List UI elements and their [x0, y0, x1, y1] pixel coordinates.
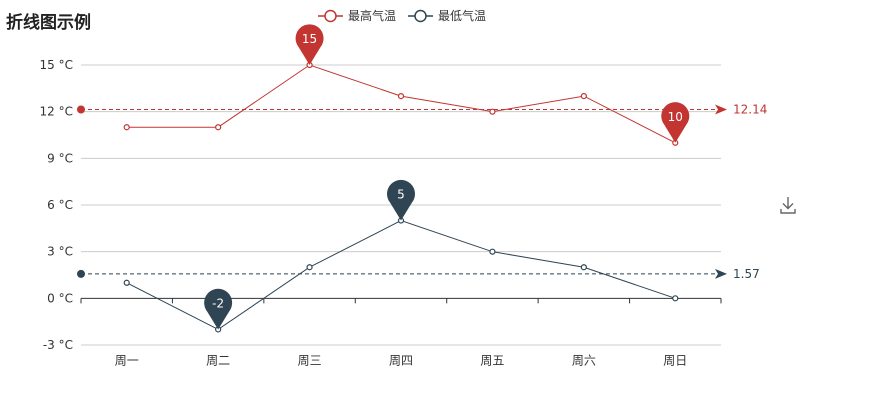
legend-marker: [324, 9, 337, 23]
data-point: [123, 124, 130, 131]
mark-points: 15 10 5 -2: [204, 24, 690, 330]
average-line-arrow: [715, 268, 727, 279]
data-point: [489, 108, 496, 115]
average-line-arrow: [715, 104, 727, 115]
x-tick-label: 周三: [298, 353, 322, 367]
legend-marker: [414, 9, 427, 23]
mark-point-pin: [387, 179, 416, 221]
x-tick-label: 周二: [206, 353, 230, 367]
mark-point-label: -2: [212, 296, 224, 310]
series-line: [126, 64, 676, 144]
data-point: [215, 124, 222, 131]
legend-label: 最低气温: [438, 8, 486, 23]
download-icon[interactable]: [778, 195, 798, 215]
x-tick-label: 周五: [480, 353, 504, 367]
data-point: [397, 93, 405, 100]
mark-point-pin: [204, 288, 233, 330]
mark-point-pin: [295, 24, 324, 65]
x-tick-label: 周四: [389, 353, 413, 367]
x-tick-label: 周六: [572, 353, 596, 367]
x-tick-label: 周日: [663, 353, 687, 367]
legend[interactable]: 最高气温 最低气温: [318, 8, 486, 23]
mark-point-label: 15: [302, 32, 317, 46]
average-lines: 12.14 1.57: [77, 102, 767, 281]
average-line-label: 12.14: [733, 102, 767, 116]
y-tick-label: 9 °C: [47, 151, 73, 165]
data-point: [580, 264, 587, 271]
legend-label: 最高气温: [348, 8, 396, 23]
axes: -3 °C 0 °C 3 °C 6 °C 9 °C 12 °C 15 °C 周一 周二 周三 周四 周…: [40, 58, 722, 367]
data-point: [672, 295, 679, 302]
average-line-label: 1.57: [733, 267, 760, 281]
y-tick-label: 6 °C: [47, 198, 73, 212]
average-line-start: [77, 105, 85, 114]
mark-point-label: 10: [668, 110, 683, 124]
average-line-start: [77, 269, 85, 278]
data-point: [306, 264, 313, 271]
data-point: [489, 248, 496, 255]
y-tick-label: 15 °C: [40, 58, 73, 72]
y-tick-label: 0 °C: [47, 291, 73, 305]
data-point: [580, 93, 587, 100]
mark-point-pin: [661, 102, 690, 143]
mark-point-label: 5: [397, 188, 405, 202]
y-tick-label: -3 °C: [43, 338, 73, 352]
y-tick-label: 12 °C: [40, 105, 73, 119]
y-tick-label: 3 °C: [47, 245, 73, 259]
data-point: [123, 279, 130, 286]
chart-title: 折线图示例: [6, 13, 91, 33]
x-tick-label: 周一: [115, 353, 139, 367]
